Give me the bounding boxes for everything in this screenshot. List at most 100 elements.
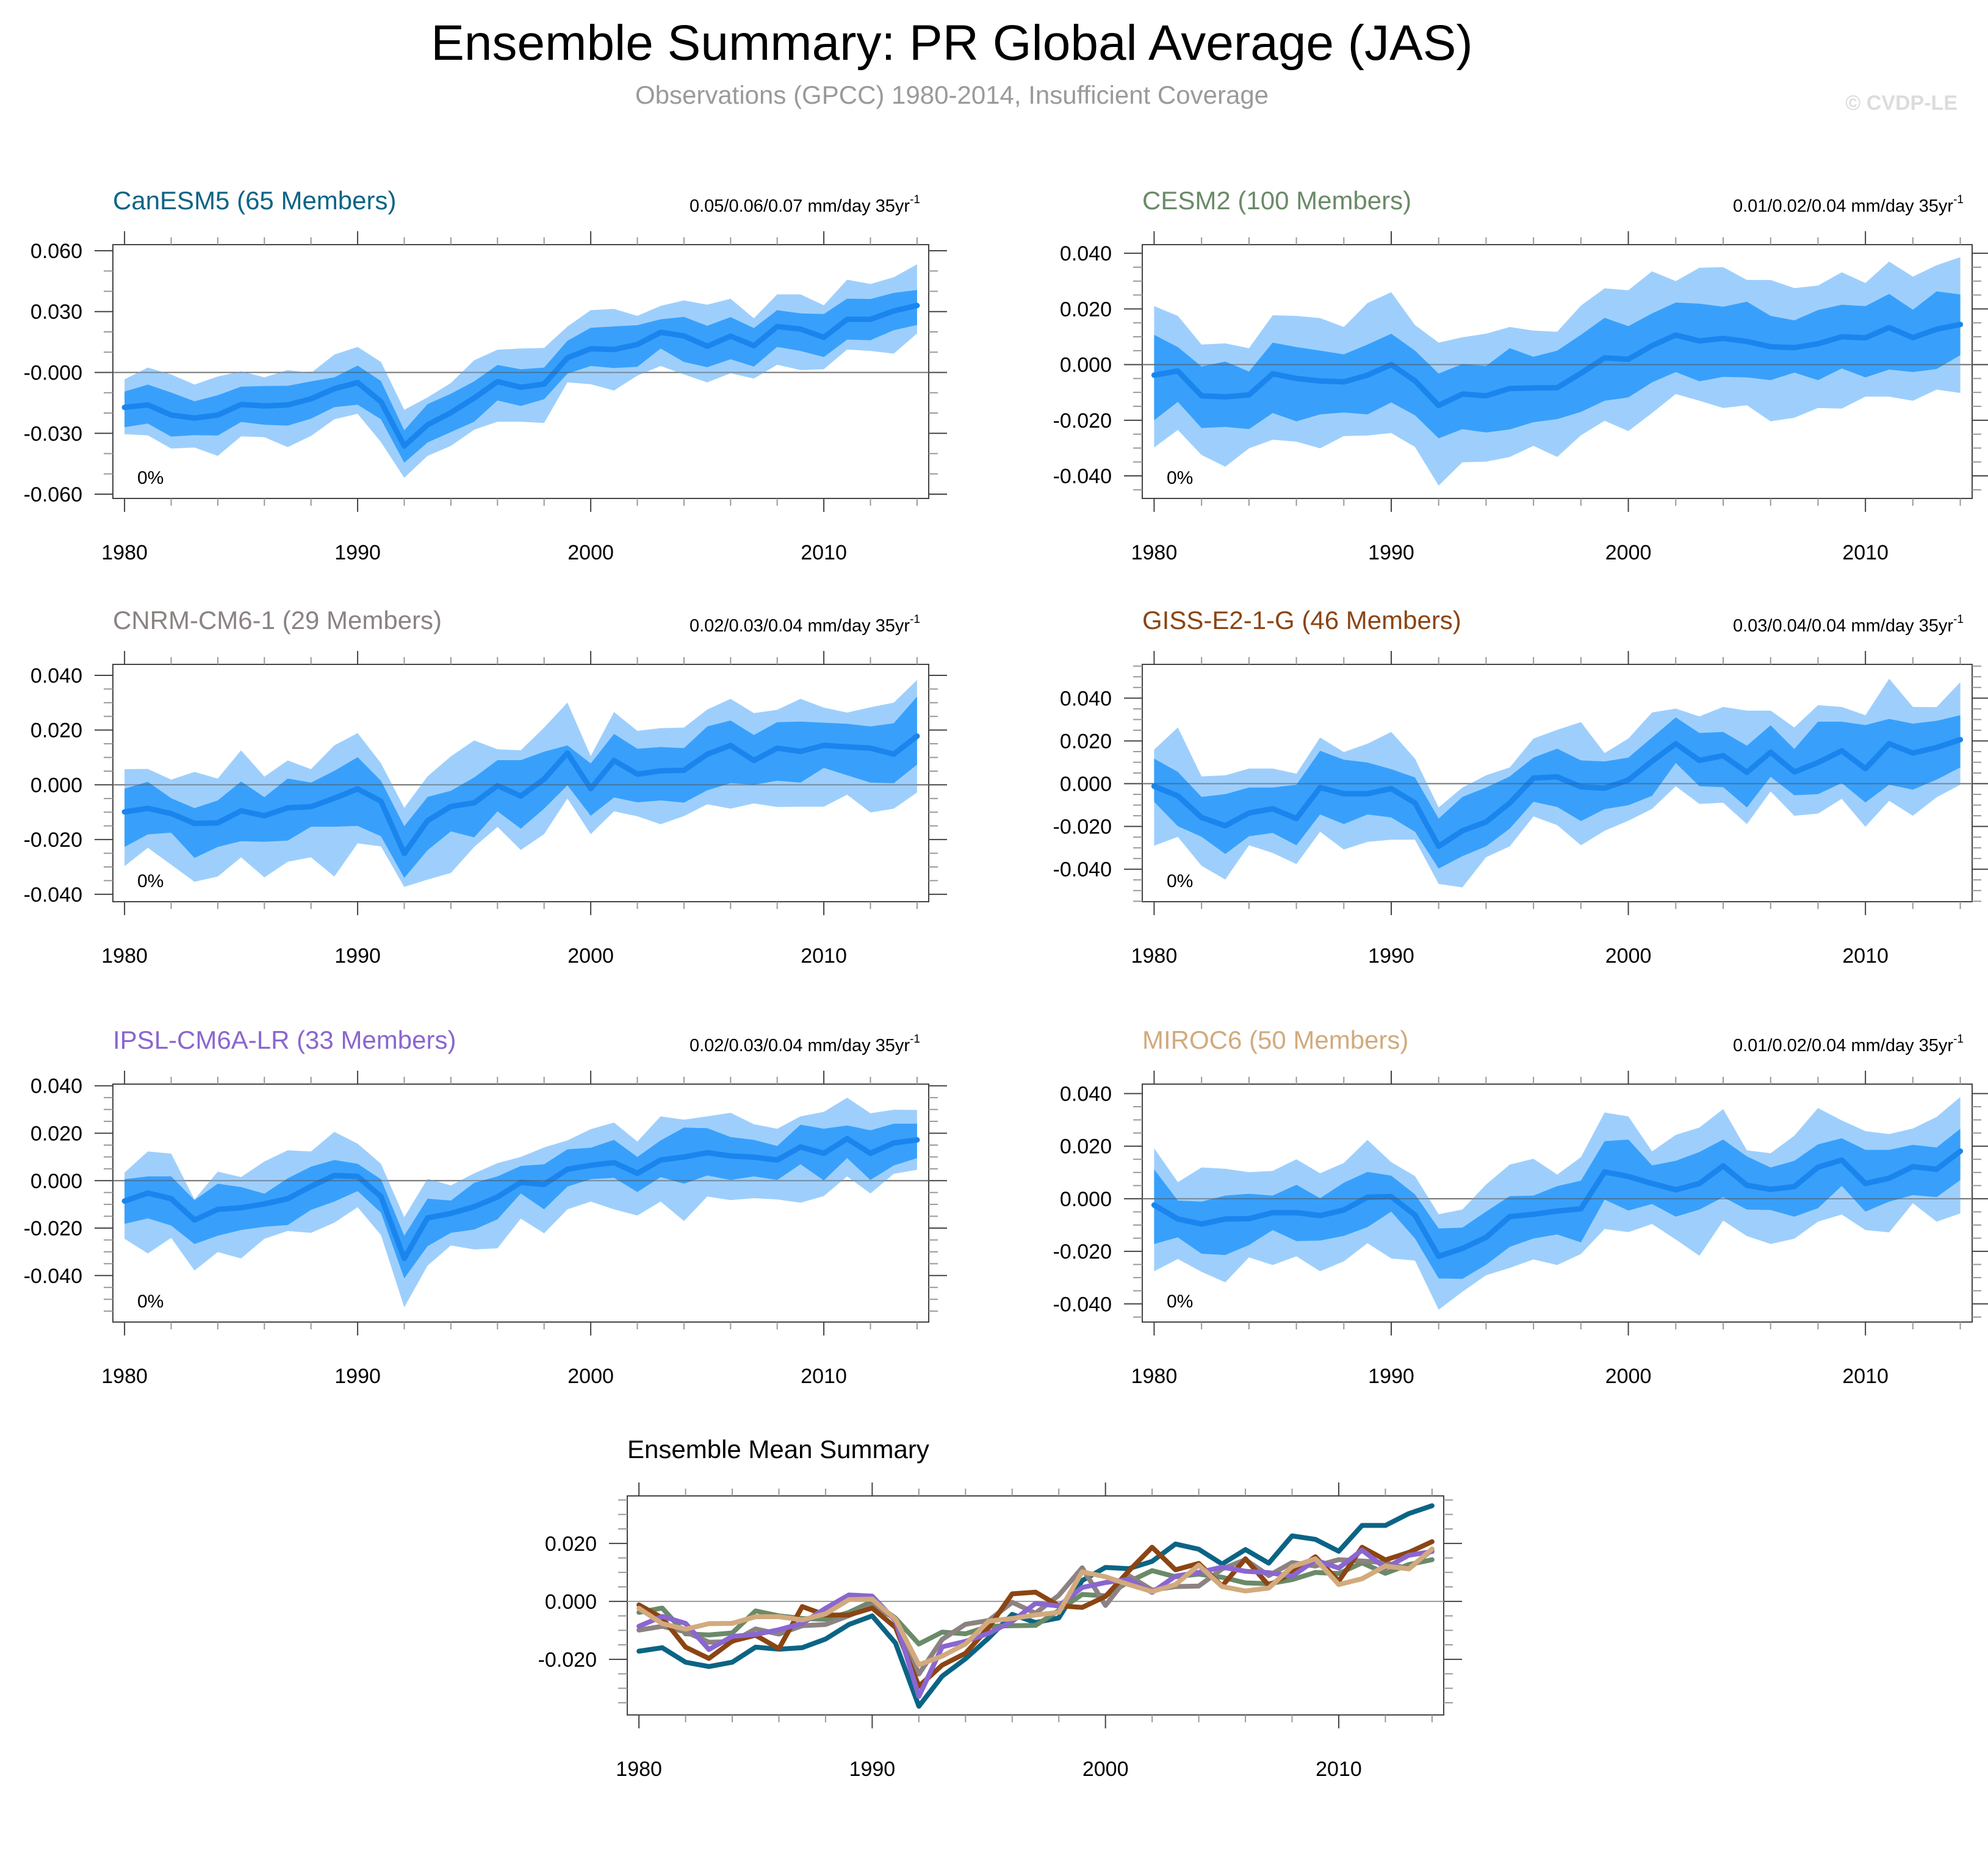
trend-superscript: -1 — [1953, 1033, 1964, 1046]
x-tick-label: 2010 — [801, 944, 847, 968]
x-tick-label: 1980 — [101, 944, 148, 968]
y-tick-label: 0.000 — [1060, 773, 1112, 796]
percent-label: 0% — [137, 871, 164, 891]
copyright-label: © CVDP-LE — [1845, 92, 1957, 115]
percent-label: 0% — [1167, 1292, 1193, 1312]
chart-panel-2: CNRM-CM6-1 (29 Members) 0.02/0.03/0.04 mm… — [24, 606, 947, 968]
plot-area — [113, 264, 929, 478]
x-tick-label: 2000 — [1082, 1758, 1129, 1781]
x-tick-label: 1990 — [849, 1758, 896, 1781]
y-tick-label: 0.020 — [1060, 298, 1112, 321]
y-tick-label: 0.000 — [31, 774, 82, 797]
x-tick-label: 2000 — [1605, 541, 1652, 564]
x-tick-label: 1990 — [1368, 541, 1414, 564]
y-tick-label: 0.020 — [545, 1533, 597, 1556]
plot-area — [1142, 257, 1972, 486]
plot-area — [1142, 678, 1972, 888]
chart-panel-0: CanESM5 (65 Members) 0.05/0.06/0.07 mm/da… — [24, 186, 947, 564]
percent-label: 0% — [137, 468, 164, 488]
x-tick-label: 2010 — [1842, 541, 1889, 564]
y-tick-label: 0.030 — [31, 301, 82, 324]
x-tick-label: 1980 — [1131, 944, 1178, 968]
x-tick-label: 2010 — [801, 1365, 847, 1388]
x-tick-label: 1980 — [101, 1365, 148, 1388]
trend-text: 0.02/0.03/0.04 mm/day 35yr — [690, 616, 910, 636]
y-tick-label: 0.040 — [1060, 687, 1112, 710]
trend-label: 0.03/0.04/0.04 mm/day 35yr-1 — [1733, 613, 1964, 636]
x-tick-label: 2000 — [567, 541, 614, 564]
y-tick-label: -0.040 — [1053, 465, 1112, 488]
chart-panel-5: MIROC6 (50 Members) 0.01/0.02/0.04 mm/day… — [1053, 1026, 1988, 1388]
series-line-giss-e2-1-g — [636, 1539, 1435, 1689]
series-line-miroc6 — [636, 1546, 1435, 1667]
trend-text: 0.02/0.03/0.04 mm/day 35yr — [690, 1036, 910, 1055]
panel-title: CESM2 (100 Members) — [1142, 186, 1411, 215]
x-tick-label: 2010 — [1842, 1365, 1889, 1388]
trend-text: 0.01/0.02/0.04 mm/day 35yr — [1733, 1036, 1953, 1055]
panel-title: CNRM-CM6-1 (29 Members) — [113, 606, 442, 634]
trend-text: 0.03/0.04/0.04 mm/day 35yr — [1733, 616, 1953, 636]
y-tick-label: -0.060 — [24, 483, 82, 506]
x-tick-label: 2000 — [567, 1365, 614, 1388]
y-tick-label: 0.020 — [31, 1122, 82, 1145]
x-tick-label: 1980 — [1131, 1365, 1178, 1388]
ensemble-mean-line — [1151, 1148, 1964, 1259]
x-tick-label: 1990 — [334, 1365, 381, 1388]
trend-text: 0.05/0.06/0.07 mm/day 35yr — [690, 196, 910, 216]
y-tick-label: 0.040 — [1060, 242, 1112, 265]
trend-label: 0.02/0.03/0.04 mm/day 35yr-1 — [690, 613, 920, 636]
ensemble-mean-line — [121, 303, 920, 449]
series-line-ipsl-cm6a-lr — [636, 1547, 1435, 1699]
figure-title: Ensemble Summary: PR Global Average (JAS… — [431, 15, 1473, 71]
x-tick-label: 1990 — [1368, 1365, 1414, 1388]
y-tick-label: 0.040 — [31, 1075, 82, 1098]
figure-subtitle: Observations (GPCC) 1980-2014, Insuffici… — [635, 81, 1269, 109]
y-tick-label: 0.020 — [1060, 730, 1112, 753]
y-tick-label: -0.020 — [1053, 816, 1112, 839]
panel-title: CanESM5 (65 Members) — [113, 186, 396, 215]
trend-superscript: -1 — [1953, 613, 1964, 626]
x-tick-label: 1980 — [616, 1758, 662, 1781]
y-tick-label: -0.020 — [1053, 1240, 1112, 1263]
percent-label: 0% — [137, 1292, 164, 1312]
y-tick-label: 0.020 — [1060, 1135, 1112, 1159]
trend-label: 0.01/0.02/0.04 mm/day 35yr-1 — [1733, 1033, 1964, 1055]
chart-panel-4: IPSL-CM6A-LR (33 Members) 0.02/0.03/0.04 … — [24, 1026, 947, 1388]
inner-spread-band — [124, 696, 917, 878]
y-tick-label: 0.020 — [31, 719, 82, 742]
series-line-canesm5 — [636, 1503, 1435, 1709]
plot-area — [113, 680, 929, 887]
y-tick-label: -0.000 — [24, 361, 82, 384]
plot-area — [627, 1503, 1444, 1709]
y-tick-label: 0.040 — [31, 664, 82, 688]
series-line-cesm2 — [636, 1557, 1435, 1647]
trend-superscript: -1 — [910, 193, 920, 206]
y-tick-label: -0.020 — [24, 828, 82, 852]
inner-spread-band — [1154, 715, 1961, 869]
x-tick-label: 2010 — [1316, 1758, 1362, 1781]
percent-label: 0% — [1167, 468, 1193, 488]
percent-label: 0% — [1167, 871, 1193, 891]
x-tick-label: 2000 — [1605, 1365, 1652, 1388]
x-tick-label: 1980 — [101, 541, 148, 564]
panel-title: IPSL-CM6A-LR (33 Members) — [113, 1026, 456, 1054]
ensemble-mean-line — [121, 1135, 920, 1262]
x-tick-label: 1990 — [1368, 944, 1414, 968]
trend-superscript: -1 — [910, 613, 920, 626]
y-tick-label: -0.020 — [538, 1648, 597, 1672]
x-tick-label: 2010 — [801, 541, 847, 564]
x-tick-label: 2010 — [1842, 944, 1889, 968]
inner-spread-band — [124, 1123, 917, 1279]
ensemble-mean-line — [1151, 736, 1964, 849]
y-tick-label: -0.040 — [24, 1265, 82, 1288]
ensemble-mean-line — [121, 733, 920, 857]
y-tick-label: 0.000 — [545, 1590, 597, 1614]
panel-title: MIROC6 (50 Members) — [1142, 1026, 1408, 1054]
panel-title: GISS-E2-1-G (46 Members) — [1142, 606, 1461, 634]
plot-area — [113, 1098, 929, 1307]
y-tick-label: 0.000 — [1060, 1188, 1112, 1211]
chart-panel-3: GISS-E2-1-G (46 Members) 0.03/0.04/0.04 m… — [1053, 606, 1988, 968]
plot-area — [1142, 1097, 1972, 1310]
y-tick-label: -0.030 — [24, 422, 82, 445]
y-tick-label: -0.040 — [1053, 1293, 1112, 1316]
